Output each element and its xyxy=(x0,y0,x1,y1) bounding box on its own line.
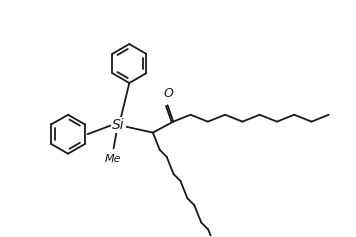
Text: O: O xyxy=(163,87,173,100)
Text: Me: Me xyxy=(105,154,121,164)
Text: Si: Si xyxy=(112,118,125,132)
